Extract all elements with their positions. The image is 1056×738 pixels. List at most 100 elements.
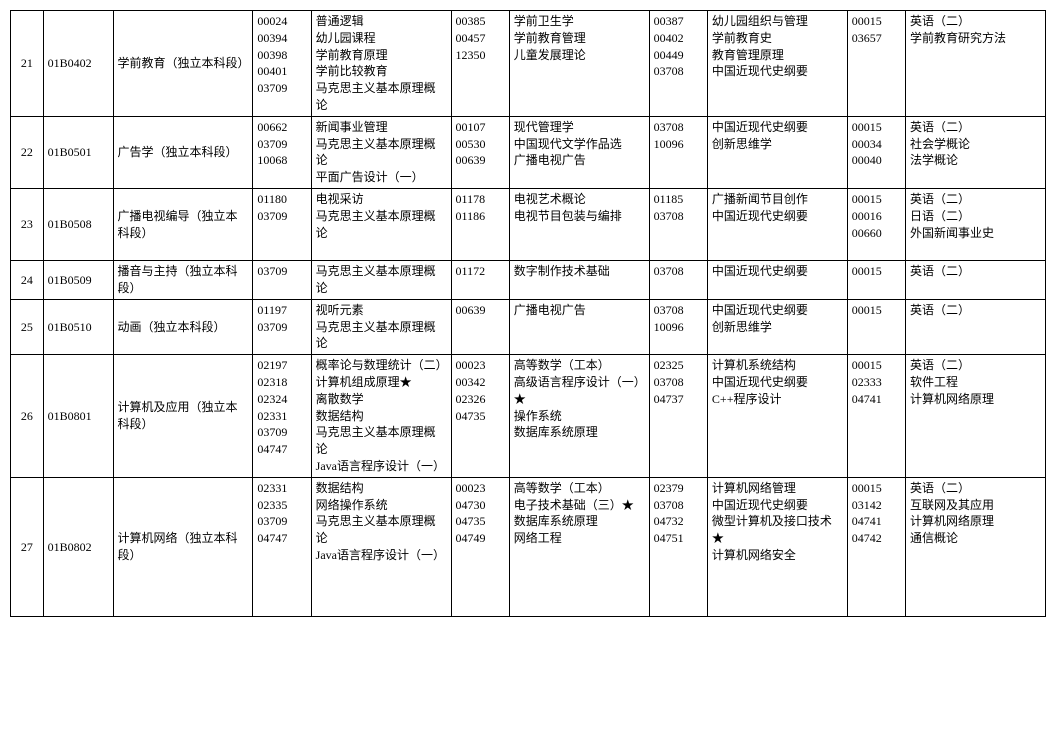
course-code: 00015 [852,191,901,208]
course-name: 英语（二） [910,302,1041,319]
course-code: 02197 [257,357,306,374]
course-code: 04735 [456,408,505,425]
course-name: 英语（二） [910,263,1041,280]
course-code: 03708 [654,374,703,391]
course-name: 网络操作系统 [316,497,447,514]
course-name: 学前教育研究方法 [910,30,1041,47]
row-index: 22 [11,116,44,188]
course-name-col: 学前卫生学学前教育管理儿童发展理论 [509,11,649,117]
course-name: 广播电视广告 [514,302,645,319]
course-name-col: 马克思主义基本原理概论 [311,261,451,300]
course-name: 广播新闻节目创作 [712,191,843,208]
course-code: 01197 [257,302,306,319]
row-index: 24 [11,261,44,300]
course-code: 03709 [257,136,306,153]
table-row: 2301B0508广播电视编导（独立本科段）0118003709 电视采访马克思… [11,188,1046,260]
course-code: 03708 [654,263,703,280]
course-code: 00387 [654,13,703,30]
course-name: 外国新闻事业史 [910,225,1041,242]
course-name: 幼儿园课程 [316,30,447,47]
course-code: 01172 [456,263,505,280]
major-code: 01B0509 [43,261,113,300]
course-code: 03708 [654,63,703,80]
course-code-col: 000150001600660 [847,188,905,260]
major-code: 01B0501 [43,116,113,188]
course-name: 日语（二） [910,208,1041,225]
course-code: 00015 [852,119,901,136]
major-code: 01B0402 [43,11,113,117]
course-code: 04737 [654,391,703,408]
course-code: 04742 [852,530,901,547]
course-name: 通信概论 [910,530,1041,547]
course-code: 03709 [257,80,306,97]
course-name-col: 英语（二）互联网及其应用计算机网络原理通信概论 [906,477,1046,616]
course-name: 计算机网络安全 [712,547,843,564]
course-name-col: 电视采访马克思主义基本原理概论 [311,188,451,260]
course-name: 教育管理原理 [712,47,843,64]
course-name: 数据结构 [316,480,447,497]
course-name: 计算机网络原理 [910,391,1041,408]
course-code: 03709 [257,513,306,530]
course-name: 学前教育史 [712,30,843,47]
course-code: 03708 [654,497,703,514]
course-name: 学前比较教育 [316,63,447,80]
course-code: 00023 [456,357,505,374]
course-name-col: 英语（二）日语（二）外国新闻事业史 [906,188,1046,260]
course-name-col: 高等数学（工本）电子技术基础（三）★数据库系统原理网络工程 [509,477,649,616]
course-code: 04747 [257,530,306,547]
course-code: 00449 [654,47,703,64]
course-code-col: 03709 [253,261,311,300]
course-name-col: 中国近现代史纲要创新思维学 [707,116,847,188]
course-code-col: 0117801186 [451,188,509,260]
course-name: 学前教育原理 [316,47,447,64]
course-code-col: 023250370804737 [649,355,707,478]
course-name: 计算机组成原理★ [316,374,447,391]
table-row: 2701B0802计算机网络（独立本科段）0233102335037090474… [11,477,1046,616]
course-code: 00107 [456,119,505,136]
course-name-col: 英语（二）软件工程计算机网络原理 [906,355,1046,478]
major-name: 学前教育（独立本科段） [113,11,253,117]
table-row: 2401B0509播音与主持（独立本科段）03709马克思主义基本原理概论011… [11,261,1046,300]
course-name: 概率论与数理统计（二） [316,357,447,374]
course-code: 00016 [852,208,901,225]
course-name: 操作系统 [514,408,645,425]
course-code: 04749 [456,530,505,547]
course-name: 软件工程 [910,374,1041,391]
course-code-col: 0119703709 [253,299,311,354]
course-code: 04741 [852,391,901,408]
course-code: 02333 [852,374,901,391]
major-name: 计算机网络（独立本科段） [113,477,253,616]
course-code: 04741 [852,513,901,530]
table-row: 2201B0501广告学（独立本科段）006620370910068新闻事业管理… [11,116,1046,188]
major-code: 01B0802 [43,477,113,616]
course-name: 英语（二） [910,480,1041,497]
course-name: 高级语言程序设计（一）★ [514,374,645,408]
course-name-col: 现代管理学中国现代文学作品选广播电视广告 [509,116,649,188]
course-name: 普通逻辑 [316,13,447,30]
course-code: 03709 [257,263,306,280]
table-row: 2101B0402学前教育（独立本科段）00024003940039800401… [11,11,1046,117]
course-code-col: 02379037080473204751 [649,477,707,616]
course-name: Java语言程序设计（一） [316,547,447,564]
course-code: 02318 [257,374,306,391]
course-code: 03709 [257,319,306,336]
course-code: 03657 [852,30,901,47]
course-code: 03708 [654,302,703,319]
course-code-col: 00023003420232604735 [451,355,509,478]
course-name: 马克思主义基本原理概论 [316,263,447,297]
course-code-col: 00015 [847,261,905,300]
course-name: 马克思主义基本原理概论 [316,424,447,458]
course-name-col: 广播新闻节目创作中国近现代史纲要 [707,188,847,260]
course-code: 02379 [654,480,703,497]
course-name: 数据库系统原理 [514,424,645,441]
course-code: 10096 [654,319,703,336]
row-index: 23 [11,188,44,260]
course-name: 幼儿园组织与管理 [712,13,843,30]
row-index: 25 [11,299,44,354]
course-name: 创新思维学 [712,136,843,153]
course-code: 04747 [257,441,306,458]
course-code: 00023 [456,480,505,497]
course-code: 00398 [257,47,306,64]
course-name: 马克思主义基本原理概论 [316,513,447,547]
course-name: 电视节目包装与编排 [514,208,645,225]
